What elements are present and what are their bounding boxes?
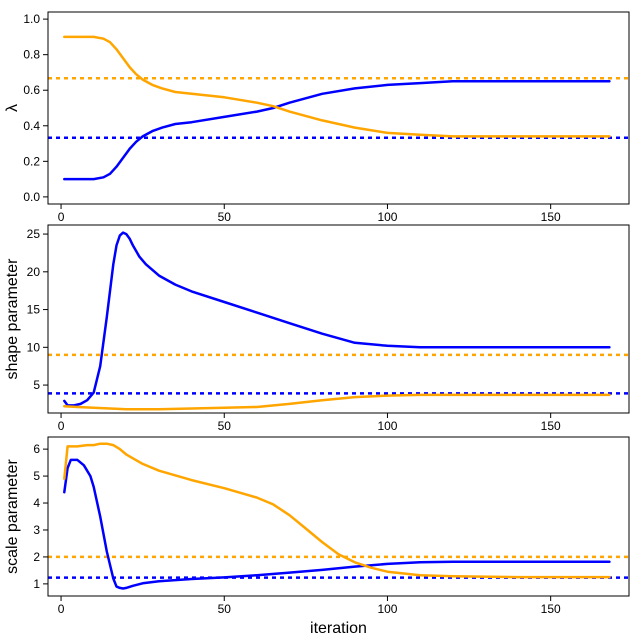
y-tick-label-2-4: 20 xyxy=(27,265,41,279)
y-tick-label-3-3: 3 xyxy=(33,523,40,537)
x-tick-label-3-4: 150 xyxy=(541,602,561,616)
y-tick-label-1-6: 1.0 xyxy=(23,12,40,26)
x-tick-label-2-3: 100 xyxy=(377,419,397,433)
x-tick-label-1-2: 50 xyxy=(218,210,232,224)
y-tick-label-2-1: 5 xyxy=(33,378,40,392)
x-axis-title-3: iteration xyxy=(310,620,367,637)
y-tick-label-2-2: 10 xyxy=(27,340,41,354)
y-axis-title-3: scale parameter xyxy=(4,458,21,573)
y-tick-label-3-6: 6 xyxy=(33,442,40,456)
y-tick-label-3-4: 4 xyxy=(33,496,40,510)
x-tick-label-1-4: 150 xyxy=(541,210,561,224)
y-axis-title-1: λ xyxy=(4,104,21,112)
y-tick-label-2-3: 15 xyxy=(27,303,41,317)
y-tick-label-1-3: 0.4 xyxy=(23,119,40,133)
series-line-2-1 xyxy=(63,231,611,407)
plot-frame-1 xyxy=(47,11,630,205)
y-axis-title-2: shape parameter xyxy=(4,258,21,380)
x-tick-label-1-1: 0 xyxy=(58,210,65,224)
x-tick-label-2-2: 50 xyxy=(218,419,232,433)
y-tick-label-3-2: 2 xyxy=(33,550,40,564)
series-line-2-2 xyxy=(63,393,611,411)
y-tick-label-1-2: 0.2 xyxy=(23,154,40,168)
x-tick-label-2-4: 150 xyxy=(541,419,561,433)
plot-frame-3 xyxy=(47,436,630,597)
series-line-3-2 xyxy=(63,442,611,579)
x-tick-label-3-1: 0 xyxy=(58,602,65,616)
plot-frame-2 xyxy=(47,224,630,414)
x-tick-label-3-2: 50 xyxy=(218,602,232,616)
series-line-3-1 xyxy=(63,458,611,590)
y-tick-label-2-5: 25 xyxy=(27,227,41,241)
x-tick-label-1-3: 100 xyxy=(377,210,397,224)
y-tick-label-1-5: 0.8 xyxy=(23,48,40,62)
y-tick-label-3-5: 5 xyxy=(33,469,40,483)
y-tick-label-3-1: 1 xyxy=(33,577,40,591)
series-line-1-1 xyxy=(63,80,611,181)
x-tick-label-2-1: 0 xyxy=(58,419,65,433)
series-line-1-2 xyxy=(63,35,611,138)
y-tick-label-1-4: 0.6 xyxy=(23,83,40,97)
y-tick-label-1-1: 0.0 xyxy=(23,190,40,204)
x-tick-label-3-3: 100 xyxy=(377,602,397,616)
